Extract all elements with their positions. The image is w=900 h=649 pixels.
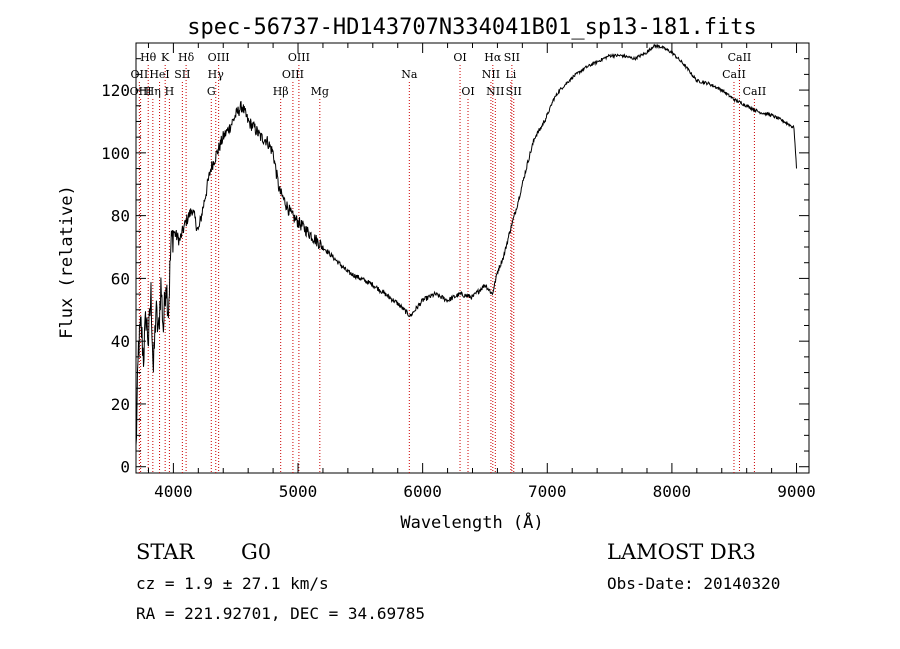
x-axis-label: Wavelength (Å) (400, 511, 543, 533)
chart-title: spec-56737-HD143707N334041B01_sp13-181.f… (187, 15, 757, 40)
x-tick-label: 9000 (777, 482, 816, 501)
line-marker-labels: HθOIIOIIIHηHeIKHSIIHδGOIIIHγHβOIIIOIIIMg… (130, 51, 767, 98)
line-marker-label: Li (505, 68, 516, 81)
line-marker-label: Hα (484, 51, 502, 64)
line-marker-label: Hθ (140, 51, 157, 64)
survey-label: LAMOST DR3 (607, 540, 756, 564)
line-marker-label: Hγ (208, 68, 225, 81)
spectrum-line (135, 43, 797, 446)
line-marker-label: Mg (311, 85, 329, 98)
line-marker-label: Hβ (273, 85, 289, 98)
line-marker-label: OIII (130, 85, 152, 98)
line-marker-label: Hδ (178, 51, 195, 64)
line-marker-label: H (165, 85, 175, 98)
line-marker-label: OIII (282, 68, 304, 81)
line-marker-label: SII (174, 68, 190, 81)
line-marker-label: SII (504, 51, 520, 64)
subclass-label: G0 (241, 540, 271, 564)
y-tick-label: 60 (111, 269, 130, 288)
line-marker-label: HeI (149, 68, 169, 81)
line-marker-label: SII (506, 85, 522, 98)
x-tick-label: 7000 (528, 482, 567, 501)
line-marker-label: NII (482, 68, 500, 81)
line-marker-label: OIII (288, 51, 310, 64)
line-marker-label: OIII (208, 51, 230, 64)
x-tick-label: 5000 (279, 482, 318, 501)
line-marker-label: CaII (722, 68, 746, 81)
y-tick-label: 20 (111, 395, 130, 414)
line-marker-label: Na (401, 68, 418, 81)
coords-label: RA = 221.92701, DEC = 34.69785 (136, 604, 425, 623)
line-marker-label: OI (453, 51, 466, 64)
line-marker-label: CaII (728, 51, 752, 64)
axis-ticks (136, 43, 809, 473)
line-marker-label: CaII (743, 85, 767, 98)
tick-labels: 4000 5000 6000 7000 8000 9000 0 20 40 60 80 100 120 (101, 81, 816, 501)
line-markers (138, 65, 755, 473)
line-marker-label: K (161, 51, 170, 64)
line-marker-label: NII (486, 85, 504, 98)
spectrum-series (135, 43, 797, 446)
y-axis-label: Flux (relative) (57, 185, 77, 339)
class-label: STAR (136, 540, 195, 564)
y-tick-label: 120 (101, 81, 130, 100)
line-marker-label: OI (461, 85, 474, 98)
obs-date-label: Obs-Date: 20140320 (607, 574, 780, 593)
x-tick-label: 4000 (154, 482, 193, 501)
y-tick-label: 100 (101, 144, 130, 163)
y-tick-label: 80 (111, 207, 130, 226)
line-marker-label: G (207, 85, 216, 98)
x-tick-label: 8000 (653, 482, 692, 501)
y-tick-label: 40 (111, 332, 130, 351)
line-marker-label: Hη (145, 85, 161, 98)
cz-label: cz = 1.9 ± 27.1 km/s (136, 574, 329, 593)
y-tick-label: 0 (120, 458, 130, 477)
x-tick-label: 6000 (403, 482, 442, 501)
